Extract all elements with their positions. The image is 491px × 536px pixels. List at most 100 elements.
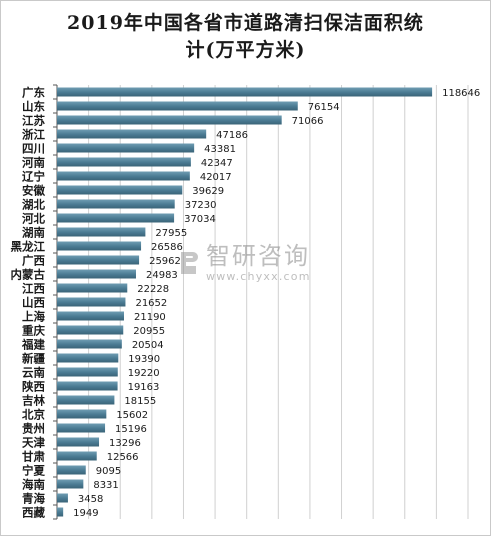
- category-label: 西藏: [22, 506, 45, 520]
- bar: [57, 171, 190, 181]
- chart-title: 2019年中国各省市道路清扫保洁面积统 计(万平方米): [0, 10, 491, 64]
- category-label: 湖北: [22, 198, 45, 212]
- bar: [57, 339, 122, 349]
- bar: [57, 297, 126, 307]
- category-label: 山东: [22, 100, 45, 114]
- category-label: 湖南: [22, 226, 45, 240]
- data-label: 19163: [128, 382, 160, 393]
- category-label: 辽宁: [22, 170, 45, 184]
- data-label: 15196: [115, 424, 147, 435]
- data-label: 71066: [292, 116, 324, 127]
- category-label: 海南: [22, 478, 45, 492]
- data-label: 13296: [109, 438, 141, 449]
- category-label: 浙江: [22, 128, 45, 142]
- bar: [57, 129, 207, 139]
- data-label: 76154: [308, 102, 340, 113]
- category-label: 安徽: [22, 184, 45, 198]
- bar: [57, 507, 64, 517]
- category-label: 陕西: [22, 380, 45, 394]
- data-label: 22228: [137, 284, 169, 295]
- category-label: 内蒙古: [11, 268, 46, 282]
- data-label: 118646: [442, 88, 480, 99]
- data-label: 21190: [134, 312, 166, 323]
- data-label: 21652: [135, 298, 167, 309]
- category-label: 江苏: [22, 114, 45, 128]
- data-label: 39629: [192, 186, 224, 197]
- category-label: 黑龙江: [11, 240, 46, 254]
- data-label: 8331: [93, 480, 118, 491]
- bar: [57, 381, 118, 391]
- data-label: 18155: [124, 396, 156, 407]
- data-label: 3458: [78, 494, 103, 505]
- category-label: 甘肃: [22, 450, 45, 464]
- bar: [57, 367, 118, 377]
- bar: [57, 353, 119, 363]
- data-label: 26586: [151, 242, 183, 253]
- bar: [57, 185, 183, 195]
- bar: [57, 493, 68, 503]
- data-label: 42017: [200, 172, 232, 183]
- data-label: 37230: [185, 200, 217, 211]
- data-label: 43381: [204, 144, 236, 155]
- data-label: 24983: [146, 270, 178, 281]
- bar: [57, 311, 124, 321]
- data-label: 20504: [132, 340, 164, 351]
- bar: [57, 325, 124, 335]
- category-label: 天津: [22, 436, 45, 450]
- bar: [57, 115, 282, 125]
- data-label: 42347: [201, 158, 233, 169]
- bar: [57, 451, 97, 461]
- bar: [57, 143, 195, 153]
- bar: [57, 227, 146, 237]
- bar: [57, 437, 100, 447]
- bar: [57, 255, 140, 265]
- category-label: 云南: [22, 366, 45, 380]
- bar: [57, 269, 136, 279]
- data-label: 12566: [107, 452, 139, 463]
- category-label: 广西: [22, 254, 45, 268]
- category-label: 宁夏: [22, 464, 45, 478]
- category-label: 青海: [22, 492, 45, 506]
- bar: [57, 283, 128, 293]
- bar: [57, 157, 191, 167]
- data-label: 15602: [116, 410, 148, 421]
- category-label: 贵州: [22, 422, 45, 436]
- category-label: 吉林: [22, 394, 45, 408]
- category-label: 江西: [22, 282, 45, 296]
- data-label: 19390: [128, 354, 160, 365]
- watermark-name: 智研咨询: [206, 242, 310, 270]
- bar: [57, 199, 175, 209]
- category-label: 北京: [22, 408, 45, 422]
- data-label: 25962: [149, 256, 181, 267]
- data-label: 19220: [128, 368, 160, 379]
- chart-title-line2: 计(万平方米): [185, 39, 306, 61]
- watermark-url: www.chyxx.com: [206, 270, 311, 283]
- data-label: 37034: [184, 214, 216, 225]
- bar: [57, 241, 142, 251]
- bar: [57, 423, 106, 433]
- bar: [57, 409, 107, 419]
- category-label: 福建: [21, 338, 45, 352]
- bar: [57, 479, 84, 489]
- category-label: 河北: [22, 212, 45, 226]
- bar: [57, 465, 86, 475]
- bar: [57, 213, 175, 223]
- watermark: 智研咨询 www.chyxx.com: [178, 244, 311, 282]
- watermark-logo-icon: [181, 252, 198, 274]
- category-label: 河南: [22, 156, 45, 170]
- category-label: 四川: [22, 142, 45, 156]
- data-label: 1949: [73, 508, 98, 519]
- category-label: 山西: [22, 296, 45, 310]
- category-label: 重庆: [22, 324, 45, 338]
- chart-title-line1: 2019年中国各省市道路清扫保洁面积统: [67, 12, 424, 34]
- bar: [57, 395, 115, 405]
- bar: [57, 87, 433, 97]
- data-label: 20955: [133, 326, 165, 337]
- data-label: 9095: [96, 466, 121, 477]
- category-label: 新疆: [22, 352, 45, 366]
- bar: [57, 101, 298, 111]
- category-label: 上海: [22, 310, 45, 324]
- category-label: 广东: [22, 86, 45, 100]
- data-label: 27955: [155, 228, 187, 239]
